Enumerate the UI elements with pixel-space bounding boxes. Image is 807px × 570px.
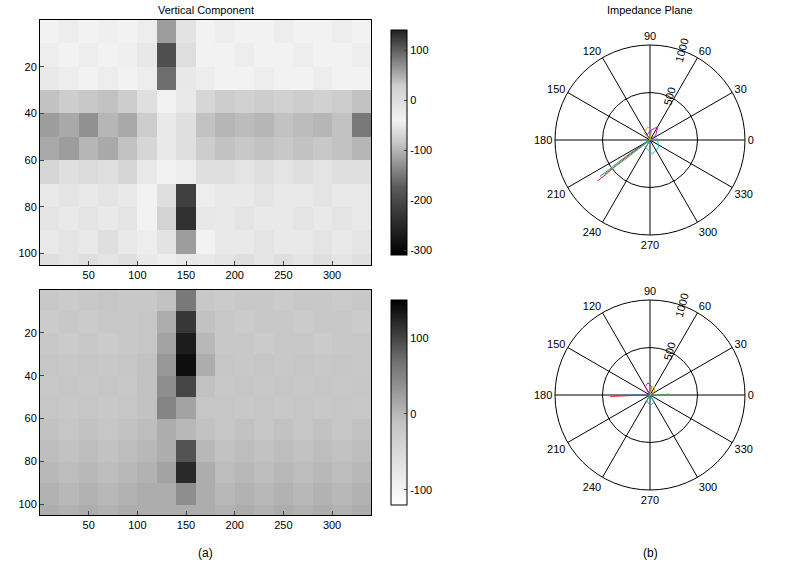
svg-text:(a): (a): [198, 546, 213, 560]
svg-text:40: 40: [25, 370, 37, 382]
svg-text:Vertical Component: Vertical Component: [158, 4, 254, 16]
svg-text:210: 210: [547, 188, 565, 200]
svg-text:80: 80: [25, 455, 37, 467]
svg-text:240: 240: [583, 226, 601, 238]
svg-text:120: 120: [583, 300, 601, 312]
svg-text:0: 0: [410, 408, 416, 420]
svg-text:150: 150: [177, 519, 195, 531]
svg-text:100: 100: [18, 247, 36, 259]
svg-text:20: 20: [25, 61, 37, 73]
svg-text:100: 100: [410, 332, 428, 344]
svg-text:330: 330: [735, 188, 753, 200]
svg-text:60: 60: [25, 412, 37, 424]
svg-text:100: 100: [410, 44, 428, 56]
svg-text:-300: -300: [410, 244, 432, 256]
svg-text:180: 180: [534, 389, 552, 401]
svg-text:200: 200: [226, 269, 244, 281]
svg-text:0: 0: [410, 94, 416, 106]
svg-text:60: 60: [699, 300, 711, 312]
svg-text:250: 250: [274, 519, 292, 531]
svg-text:200: 200: [226, 519, 244, 531]
svg-text:330: 330: [735, 443, 753, 455]
svg-text:40: 40: [25, 107, 37, 119]
svg-text:300: 300: [323, 269, 341, 281]
svg-text:-200: -200: [410, 194, 432, 206]
svg-text:100: 100: [18, 498, 36, 510]
svg-text:250: 250: [274, 269, 292, 281]
svg-text:300: 300: [699, 226, 717, 238]
svg-text:210: 210: [547, 443, 565, 455]
svg-text:20: 20: [25, 327, 37, 339]
svg-text:60: 60: [699, 45, 711, 57]
svg-text:240: 240: [583, 481, 601, 493]
svg-text:(b): (b): [643, 546, 658, 560]
svg-text:1000: 1000: [673, 292, 691, 319]
svg-text:90: 90: [644, 285, 656, 297]
svg-text:-100: -100: [410, 144, 432, 156]
svg-text:150: 150: [547, 338, 565, 350]
svg-text:500: 500: [661, 86, 677, 107]
svg-text:-100: -100: [410, 484, 432, 496]
svg-text:120: 120: [583, 45, 601, 57]
svg-text:100: 100: [128, 269, 146, 281]
svg-text:270: 270: [641, 239, 659, 251]
svg-text:180: 180: [534, 134, 552, 146]
svg-text:150: 150: [177, 269, 195, 281]
svg-text:0: 0: [748, 389, 754, 401]
svg-text:1000: 1000: [673, 37, 691, 64]
svg-text:270: 270: [641, 494, 659, 506]
svg-text:30: 30: [735, 338, 747, 350]
svg-text:80: 80: [25, 201, 37, 213]
svg-text:90: 90: [644, 30, 656, 42]
svg-text:500: 500: [661, 341, 677, 362]
svg-text:Impedance Plane: Impedance Plane: [607, 4, 693, 16]
svg-text:300: 300: [323, 519, 341, 531]
svg-text:150: 150: [547, 83, 565, 95]
svg-text:100: 100: [128, 519, 146, 531]
svg-text:50: 50: [83, 269, 95, 281]
svg-text:300: 300: [699, 481, 717, 493]
svg-text:60: 60: [25, 154, 37, 166]
svg-text:50: 50: [83, 519, 95, 531]
svg-text:30: 30: [735, 83, 747, 95]
svg-text:0: 0: [748, 134, 754, 146]
